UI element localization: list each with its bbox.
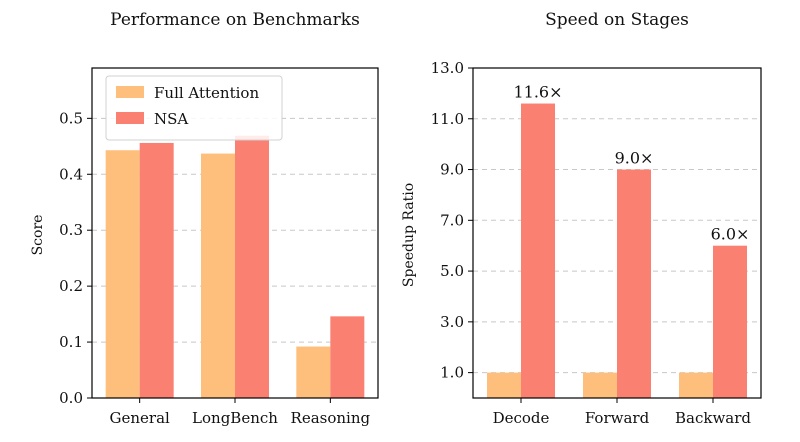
bar-full-attention-decode — [487, 372, 521, 398]
chart-title: Performance on Benchmarks — [110, 10, 360, 30]
bar-full-attention-forward — [583, 372, 617, 398]
x-ticks: Decode Forward Backward — [493, 398, 751, 427]
bars — [105, 135, 365, 398]
x-tick-label: LongBench — [192, 409, 278, 427]
chart-title: Speed on Stages — [545, 10, 689, 30]
x-tick-label: General — [110, 409, 171, 427]
data-label: 6.0× — [711, 225, 750, 244]
y-tick-label: 0.4 — [59, 165, 83, 183]
y-ticks: 1.0 3.0 5.0 7.0 9.0 11.0 13.0 — [431, 59, 473, 382]
bar-nsa-decode — [521, 103, 555, 399]
bar-full-attention-backward — [679, 372, 713, 398]
y-tick-label: 13.0 — [431, 59, 464, 77]
x-tick-label: Forward — [585, 409, 650, 427]
y-tick-label: 11.0 — [431, 110, 464, 128]
y-tick-label: 0.5 — [59, 109, 83, 127]
y-tick-label: 5.0 — [440, 262, 464, 280]
x-tick-label: Backward — [675, 409, 751, 427]
x-tick-label: Decode — [493, 409, 550, 427]
y-ticks: 0.0 0.1 0.2 0.3 0.4 0.5 — [59, 109, 92, 407]
legend-label: NSA — [154, 110, 188, 128]
bar-nsa-reasoning — [330, 316, 365, 398]
chart-speed: Speed on Stages Speedup Ratio 1.0 3.0 5.0 7… — [401, 10, 762, 427]
y-tick-label: 1.0 — [440, 364, 464, 382]
bar-nsa-backward — [713, 245, 747, 398]
x-ticks: General LongBench Reasoning — [110, 398, 371, 427]
legend-box — [105, 75, 283, 141]
data-label: 9.0× — [615, 149, 654, 168]
y-tick-label: 0.1 — [59, 333, 83, 351]
legend-label: Full Attention — [154, 84, 259, 102]
y-tick-label: 3.0 — [440, 313, 464, 331]
data-label: 11.6× — [513, 83, 562, 102]
y-tick-label: 0.2 — [59, 277, 83, 295]
bar-full-attention-reasoning — [296, 346, 331, 398]
y-axis-label: Score — [30, 215, 46, 256]
bar-nsa-general — [139, 142, 174, 398]
bars — [487, 103, 747, 399]
y-tick-label: 0.0 — [59, 389, 83, 407]
bar-full-attention-longbench — [201, 153, 235, 398]
y-tick-label: 0.3 — [59, 221, 83, 239]
data-labels: 11.6× 9.0× 6.0× — [513, 83, 749, 244]
x-tick-label: Reasoning — [291, 409, 371, 427]
bar-nsa-longbench — [235, 135, 269, 398]
legend: Full Attention NSA — [105, 75, 283, 141]
legend-swatch — [116, 86, 144, 98]
y-tick-label: 7.0 — [440, 211, 464, 229]
y-axis-label: Speedup Ratio — [401, 183, 417, 287]
bar-nsa-forward — [617, 169, 651, 398]
y-tick-label: 9.0 — [440, 161, 464, 179]
bar-full-attention-general — [105, 150, 140, 398]
legend-swatch — [116, 112, 144, 124]
chart-performance: Performance on Benchmarks Score 0.00.10.… — [30, 10, 379, 427]
